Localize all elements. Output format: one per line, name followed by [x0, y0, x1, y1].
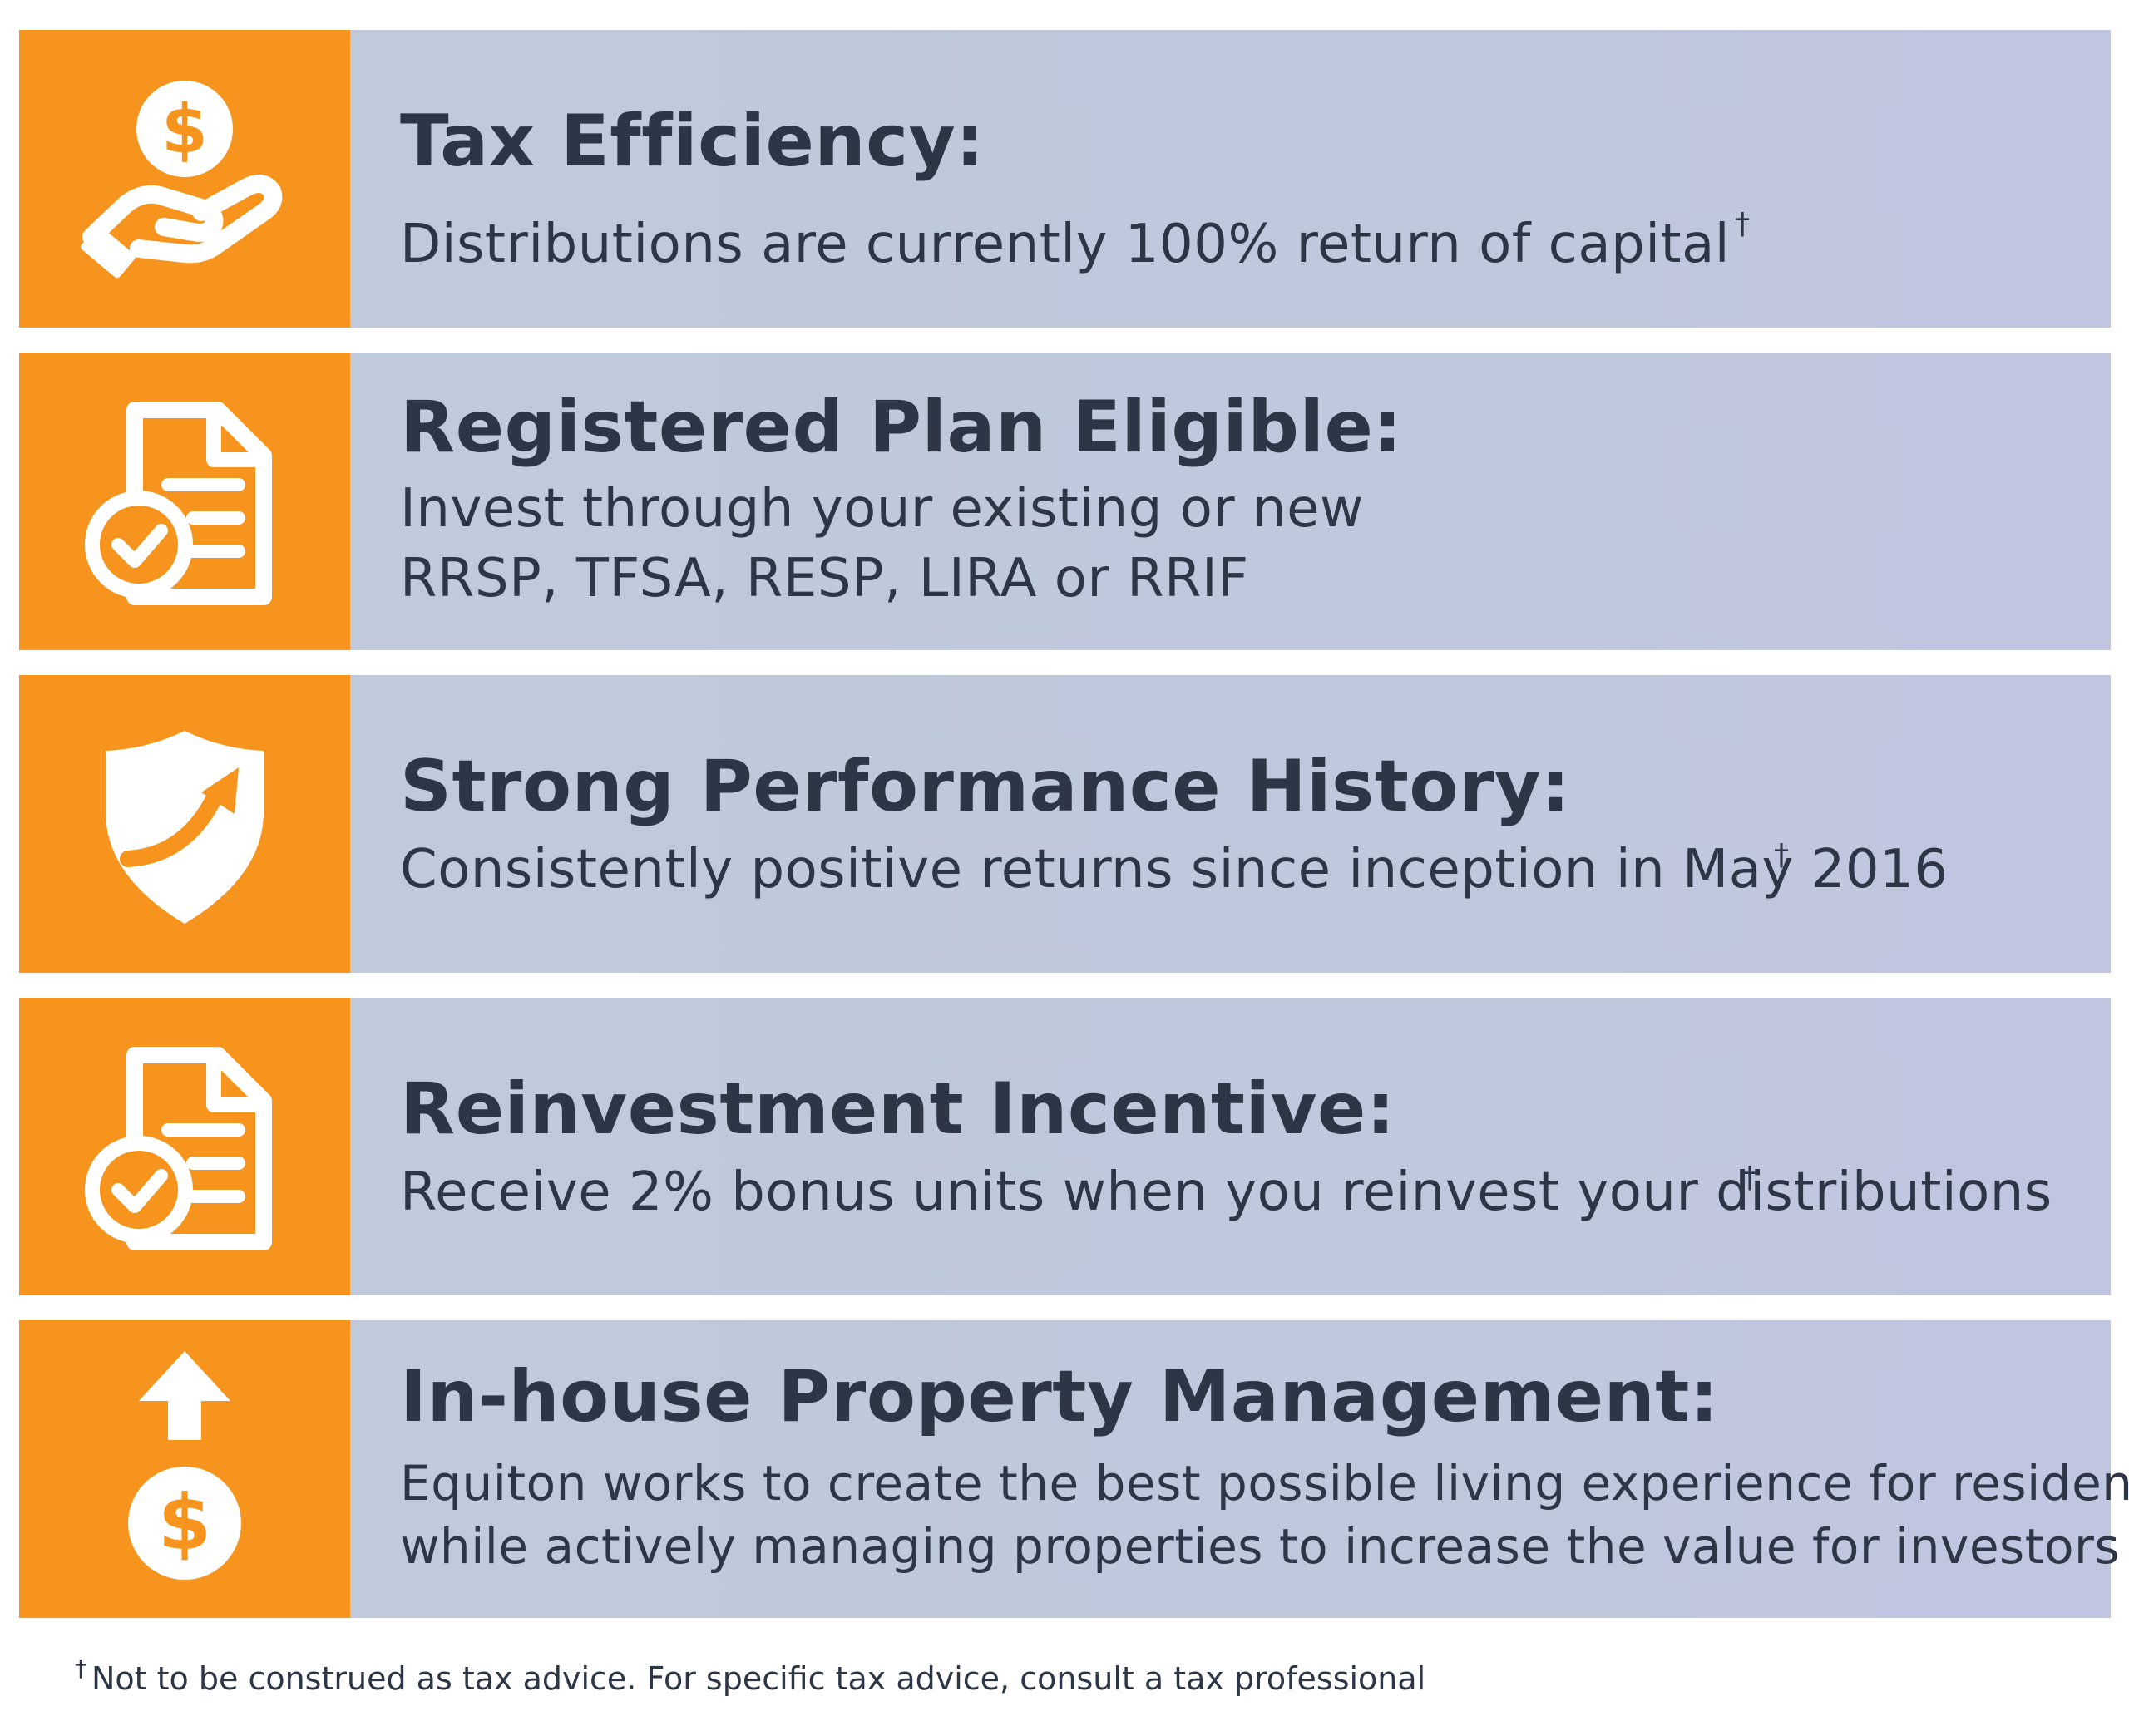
- row-description: Distributions are currently 100% return …: [400, 190, 1751, 279]
- icon-cell: [19, 675, 350, 973]
- row-description-line: Equiton works to create the best possibl…: [400, 1455, 2129, 1512]
- row-description: Consistently positive returns since ince…: [400, 839, 1949, 900]
- row-title: Reinvestment Incentive:: [400, 1068, 1395, 1151]
- feature-row-registered-plan: Registered Plan Eligible: Invest through…: [19, 353, 2111, 650]
- feature-row-property-management: $ In-house Property Management: Equiton …: [19, 1320, 2129, 1618]
- icon-cell: $: [19, 30, 350, 328]
- text-cell: Registered Plan Eligible: Invest through…: [350, 353, 2111, 650]
- feature-row-tax-efficiency: $ Tax Efficiency: Distributions are curr…: [19, 30, 2111, 328]
- row-description-line: Invest through your existing or new: [400, 478, 1364, 540]
- dagger-mark: †: [1774, 838, 1789, 872]
- row-title: Strong Performance History:: [400, 745, 1571, 828]
- row-description-line: Distributions are currently 100% return …: [400, 214, 1731, 275]
- icon-cell: $: [19, 1320, 350, 1618]
- text-cell: Strong Performance History: Consistently…: [350, 675, 2111, 973]
- svg-text:$: $: [158, 1478, 211, 1567]
- icon-cell: [19, 998, 350, 1295]
- row-description-line: while actively managing properties to in…: [400, 1518, 2121, 1575]
- footnote-mark: †: [75, 1655, 86, 1682]
- footnote-text: Not to be construed as tax advice. For s…: [91, 1660, 1426, 1697]
- arrow-up-coin-icon: $: [128, 1351, 241, 1580]
- row-description-line: RRSP, TFSA, RESP, LIRA or RRIF: [400, 548, 1249, 609]
- document-check-icon: [85, 1047, 272, 1250]
- dagger-mark: †: [1735, 207, 1751, 241]
- hand-coin-icon: $: [81, 81, 283, 279]
- row-title: Registered Plan Eligible:: [400, 386, 1403, 469]
- icon-cell: [19, 353, 350, 650]
- text-cell: In-house Property Management: Equiton wo…: [350, 1320, 2129, 1618]
- text-cell: Reinvestment Incentive: Receive 2% bonus…: [350, 998, 2111, 1295]
- feature-row-performance-history: Strong Performance History: Consistently…: [19, 675, 2111, 973]
- row-description: Receive 2% bonus units when you reinvest…: [400, 1161, 2052, 1223]
- text-cell: Tax Efficiency: Distributions are curren…: [350, 30, 2111, 328]
- document-check-icon: [85, 402, 272, 605]
- row-description: Equiton works to create the best possibl…: [400, 1452, 2129, 1578]
- row-title: Tax Efficiency:: [400, 100, 985, 183]
- row-title: In-house Property Management:: [400, 1355, 1719, 1438]
- row-description: Invest through your existing or new RRSP…: [400, 474, 1364, 614]
- svg-text:$: $: [161, 91, 208, 168]
- shield-arrow-icon: [106, 731, 264, 924]
- feature-row-reinvestment: Reinvestment Incentive: Receive 2% bonus…: [19, 998, 2111, 1295]
- dagger-mark: †: [1742, 1161, 1757, 1195]
- footnote: † Not to be construed as tax advice. For …: [75, 1655, 1425, 1697]
